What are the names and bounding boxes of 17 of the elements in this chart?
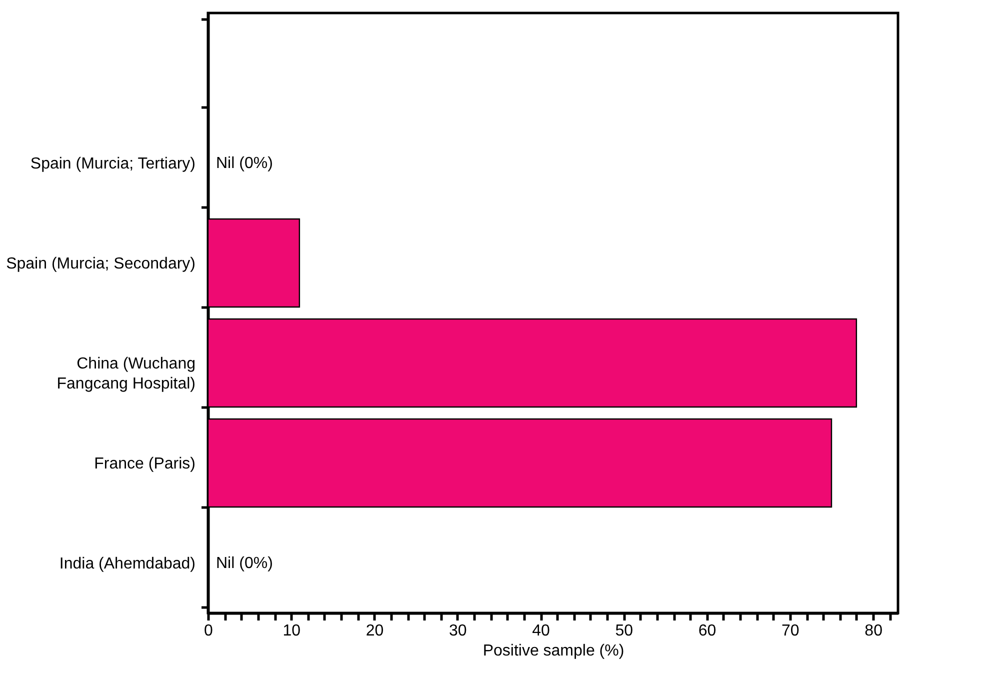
data-label: Nil (0%) — [216, 155, 273, 172]
y-tick-label: Spain (Murcia; Tertiary) — [30, 156, 196, 172]
x-tick-label: 60 — [698, 622, 716, 640]
x-tick-label: 0 — [204, 622, 214, 640]
x-tick-label: 30 — [449, 622, 467, 640]
x-tick-label: 80 — [864, 622, 883, 640]
x-tick-label: 20 — [366, 622, 384, 640]
data-label: Nil (0%) — [216, 555, 273, 572]
y-tick-label: Spain (Murcia; Secondary) — [6, 256, 196, 272]
y-tick-label: China (Wuchang Fangcang Hospital) — [56, 356, 196, 392]
x-axis-title: Positive sample (%) — [482, 642, 624, 660]
x-tick-label: 10 — [282, 622, 301, 640]
y-tick-label: India (Ahemdabad) — [59, 556, 196, 572]
x-tick-label: 50 — [615, 622, 634, 640]
y-tick-label: France (Paris) — [94, 456, 196, 472]
x-tick-label: 70 — [782, 622, 800, 640]
x-tick-label: 40 — [532, 622, 550, 640]
